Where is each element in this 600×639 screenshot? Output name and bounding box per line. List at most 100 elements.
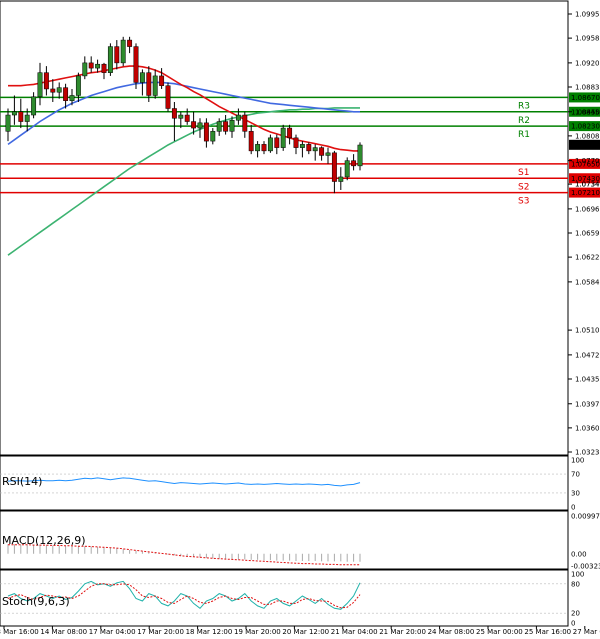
stoch-tick-label: 20 xyxy=(571,610,580,618)
macd-tick-label: 0.00 xyxy=(571,550,587,558)
ma-line-red xyxy=(8,65,360,152)
candle-body xyxy=(95,63,101,69)
candle-body xyxy=(88,62,94,69)
candle-body xyxy=(287,127,293,139)
candle-body xyxy=(114,46,120,64)
stoch-label: Stoch(9,6,3) xyxy=(2,595,70,608)
stoch-tick-label: 80 xyxy=(571,580,580,588)
level-name-r2: R2 xyxy=(518,116,530,126)
candle-body xyxy=(255,144,261,152)
candle-body xyxy=(133,46,139,83)
level-price-box xyxy=(569,106,600,117)
price-axis: 1.09950 1.09580 1.09200 1.08830 1.08450 1.080… xyxy=(568,11,600,457)
candle-body xyxy=(229,119,235,132)
candle-body xyxy=(63,87,69,101)
level-price-label: 1.07650 xyxy=(571,160,600,168)
candle-body xyxy=(101,63,107,73)
candle-body xyxy=(306,144,312,152)
candle-body xyxy=(299,144,305,148)
candle-body xyxy=(216,121,222,132)
rsi-label: RSI(14) xyxy=(2,475,42,488)
price-tick-label: 1.08830 xyxy=(575,84,600,92)
macd-tick-label: 0.00997 xyxy=(571,513,600,521)
price-tick-label: 1.06960 xyxy=(575,205,600,213)
candle-body xyxy=(210,131,216,142)
candle-body xyxy=(235,114,241,121)
candle-body xyxy=(242,114,248,132)
rsi-panel-frame xyxy=(0,455,569,511)
candle-body xyxy=(248,131,254,152)
level-price-box xyxy=(569,121,600,132)
candle-body xyxy=(184,114,190,122)
candle-body xyxy=(152,75,158,96)
candle-body xyxy=(82,62,88,77)
time-tick-label: 18 Mar 12:00 xyxy=(186,628,233,636)
level-price-box xyxy=(569,173,600,184)
candle-body xyxy=(165,85,171,109)
level-name-s1: S1 xyxy=(518,168,529,178)
candle-body xyxy=(274,137,280,148)
price-tick-label: 1.06590 xyxy=(575,230,600,238)
candle-body xyxy=(344,160,350,178)
level-price-label: 1.07210 xyxy=(571,189,600,197)
candle-body xyxy=(261,144,267,152)
macd-tick-label: -0.00323 xyxy=(571,563,600,571)
candle-body xyxy=(203,122,209,142)
current-price-box xyxy=(569,139,600,150)
price-tick-label: 1.09950 xyxy=(575,11,600,19)
price-tick-label: 1.07340 xyxy=(575,181,600,189)
price-tick-label: 1.03970 xyxy=(575,400,600,408)
time-tick-label: 19 Mar 20:00 xyxy=(234,628,281,636)
time-tick-label: 25 Mar 16:00 xyxy=(524,628,571,636)
time-tick-label: 21 Mar 04:00 xyxy=(331,628,378,636)
macd-panel-frame xyxy=(0,510,569,570)
price-tick-label: 1.07700 xyxy=(575,157,600,165)
time-tick-label: 27 Mar 00:00 xyxy=(573,628,600,636)
level-price-box xyxy=(569,92,600,103)
price-tick-label: 1.08450 xyxy=(575,108,600,116)
rsi-line xyxy=(7,477,361,487)
level-price-label: 1.08450 xyxy=(571,108,600,116)
current-price-label: 1.07943 xyxy=(571,141,600,149)
candle-body xyxy=(338,176,344,182)
price-tick-label: 1.05100 xyxy=(575,327,600,335)
level-name-r3: R3 xyxy=(518,101,530,111)
candle-body xyxy=(331,152,337,182)
time-tick-label: 17 Mar 20:00 xyxy=(137,628,184,636)
price-tick-label: 1.05840 xyxy=(575,278,600,286)
candle-body xyxy=(24,114,30,122)
rsi-tick-label: 30 xyxy=(571,489,580,497)
price-tick-label: 1.08080 xyxy=(575,132,600,140)
macd-signal-line xyxy=(8,544,360,566)
ma-line-green xyxy=(7,107,360,256)
level-name-s2: S2 xyxy=(518,182,529,192)
candle-body xyxy=(325,152,331,156)
candle-body xyxy=(159,75,165,86)
candle-body xyxy=(139,72,145,83)
main-panel-frame xyxy=(0,0,569,456)
candle-body xyxy=(18,111,24,122)
candle-body xyxy=(50,88,56,93)
price-tick-label: 1.09200 xyxy=(575,59,600,67)
level-name-s3: S3 xyxy=(518,197,529,207)
candle-body xyxy=(56,87,62,93)
level-price-label: 1.08670 xyxy=(571,94,600,102)
stoch-panel-frame xyxy=(0,569,569,627)
level-price-label: 1.08230 xyxy=(571,123,600,131)
candle-body xyxy=(178,114,184,119)
time-tick-label: 24 Mar 08:00 xyxy=(428,628,475,636)
candle-body xyxy=(267,137,273,152)
candle-body xyxy=(127,39,133,47)
price-tick-label: 1.03230 xyxy=(575,449,600,457)
candle-body xyxy=(43,72,49,90)
candle-body xyxy=(5,114,11,132)
candle-body xyxy=(75,75,81,96)
candle-body xyxy=(107,46,113,73)
time-tick-label: 13 Mar 16:00 xyxy=(0,628,39,636)
candlesticks xyxy=(5,36,363,194)
time-tick-label: 17 Mar 04:00 xyxy=(89,628,136,636)
price-tick-label: 1.09580 xyxy=(575,35,600,43)
level-price-box xyxy=(569,158,600,169)
